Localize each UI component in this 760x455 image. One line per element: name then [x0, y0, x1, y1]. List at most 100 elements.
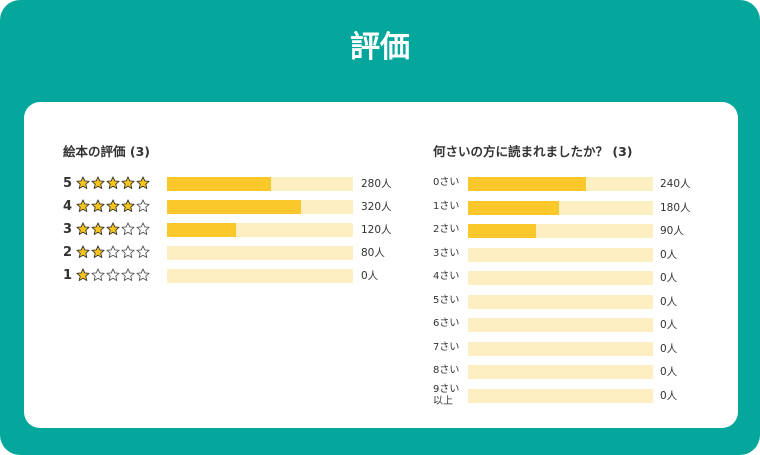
- age-row: 9さい 以上 0人: [433, 384, 723, 408]
- star-outline-icon: [136, 199, 150, 212]
- age-label: 0さい: [433, 177, 459, 189]
- age-value: 240人: [660, 178, 691, 190]
- star-outline-icon: [106, 245, 120, 258]
- rating-value: 280人: [361, 178, 392, 190]
- rating-bar-track: [167, 269, 353, 283]
- age-value: 0人: [660, 342, 678, 355]
- rating-value: 80人: [361, 247, 385, 259]
- age-bar-fill: [468, 200, 559, 215]
- age-value: 0人: [660, 272, 678, 284]
- star-filled-icon: [76, 199, 90, 212]
- star-filled-icon: [91, 199, 105, 212]
- rating-bar-track: [167, 223, 353, 237]
- age-label-text: 2さい: [433, 224, 460, 235]
- age-label-text: 3さい: [433, 247, 460, 259]
- star-outline-icon: [136, 245, 150, 258]
- age-bar-track: [468, 247, 653, 262]
- rating-bar-fill: [167, 177, 271, 191]
- rating-count: (3): [129, 144, 150, 159]
- age-section-title: 何さいの方に読まれましたか？ (3): [433, 144, 633, 160]
- age-label: 5さい: [433, 295, 459, 307]
- age-label: 4さい: [433, 271, 459, 283]
- star-outline-icon: [91, 268, 105, 281]
- rating-star-count: 4: [63, 199, 73, 214]
- star-filled-icon: [91, 222, 105, 235]
- age-row: 1さい 180人: [433, 198, 723, 218]
- rating-bar-track: [167, 246, 353, 260]
- age-row: 7さい 0人: [433, 339, 723, 359]
- age-label: 9さい 以上: [433, 384, 459, 408]
- rating-value: 120人: [361, 224, 392, 236]
- age-label: 6さい: [433, 318, 459, 330]
- age-label-text: 0さい: [433, 177, 460, 188]
- star-filled-icon: [76, 268, 90, 281]
- star-filled-icon: [76, 245, 90, 258]
- age-row: 8さい 0人: [433, 362, 723, 382]
- age-value: 0人: [660, 248, 678, 261]
- age-label-text: 8さい: [433, 365, 460, 376]
- star-filled-icon: [76, 222, 90, 235]
- age-row: 6さい 0人: [433, 315, 723, 335]
- star-filled-icon: [91, 245, 105, 258]
- age-label-text: 6さい: [433, 318, 460, 329]
- age-bar-track: [468, 341, 653, 356]
- reviews-card: 絵本の評価 (3) 5 280人 4 320人 3 120人 2 80人 1 0人 何さいの方に読…: [24, 102, 738, 428]
- star-rating: [76, 176, 150, 192]
- star-outline-icon: [136, 222, 150, 235]
- page-title: 評価: [350, 30, 410, 65]
- age-bar-track: [468, 224, 653, 238]
- age-bar-track: [468, 177, 653, 191]
- star-outline-icon: [136, 268, 150, 281]
- star-outline-icon: [121, 245, 135, 258]
- age-value: 0人: [660, 319, 678, 331]
- age-label-text: 1さい: [433, 200, 460, 212]
- age-bar-track: [468, 318, 653, 332]
- age-value: 180人: [660, 201, 691, 214]
- age-bar-track: [468, 365, 653, 379]
- age-title: 何さいの方に読まれましたか？: [433, 144, 609, 159]
- age-label: 1さい: [433, 201, 459, 213]
- rating-row: 3 120人: [63, 220, 423, 240]
- rating-value: 320人: [361, 201, 392, 213]
- age-value: 0人: [660, 295, 678, 308]
- age-label: 7さい: [433, 342, 459, 354]
- rating-star-count: 3: [63, 222, 73, 237]
- age-label: 8さい: [433, 365, 459, 377]
- rating-bar-fill: [167, 223, 236, 237]
- star-filled-icon: [106, 222, 120, 235]
- age-value: 0人: [660, 366, 678, 378]
- star-outline-icon: [121, 222, 135, 235]
- age-label-text: 5さい: [433, 294, 460, 306]
- age-bar-track: [468, 271, 653, 285]
- star-filled-icon: [76, 176, 90, 189]
- age-label-suffix: 以上: [433, 395, 453, 407]
- age-row: 5さい 0人: [433, 292, 723, 312]
- age-bar-fill: [468, 224, 536, 238]
- age-row: 2さい 90人: [433, 221, 723, 241]
- star-rating: [76, 222, 150, 238]
- age-value: 90人: [660, 225, 684, 237]
- age-label: 2さい: [433, 224, 459, 236]
- star-filled-icon: [121, 176, 135, 189]
- rating-row: 1 0人: [63, 266, 423, 286]
- star-outline-icon: [106, 268, 120, 281]
- rating-row: 2 80人: [63, 243, 423, 263]
- rating-star-count: 5: [63, 176, 73, 191]
- rating-row: 4 320人: [63, 197, 423, 217]
- age-bar-track: [468, 200, 653, 215]
- age-bar-track: [468, 294, 653, 309]
- star-outline-icon: [121, 268, 135, 281]
- age-label-text: 7さい: [433, 341, 460, 353]
- age-row: 3さい 0人: [433, 245, 723, 265]
- star-filled-icon: [136, 176, 150, 189]
- age-row: 4さい 0人: [433, 268, 723, 288]
- rating-bar-track: [167, 200, 353, 214]
- age-row: 0さい 240人: [433, 174, 723, 194]
- age-label: 3さい: [433, 248, 459, 260]
- rating-star-count: 1: [63, 268, 73, 283]
- star-rating: [76, 245, 150, 261]
- rating-star-count: 2: [63, 245, 73, 260]
- age-bar-fill: [468, 177, 586, 191]
- age-label-text: 4さい: [433, 271, 460, 282]
